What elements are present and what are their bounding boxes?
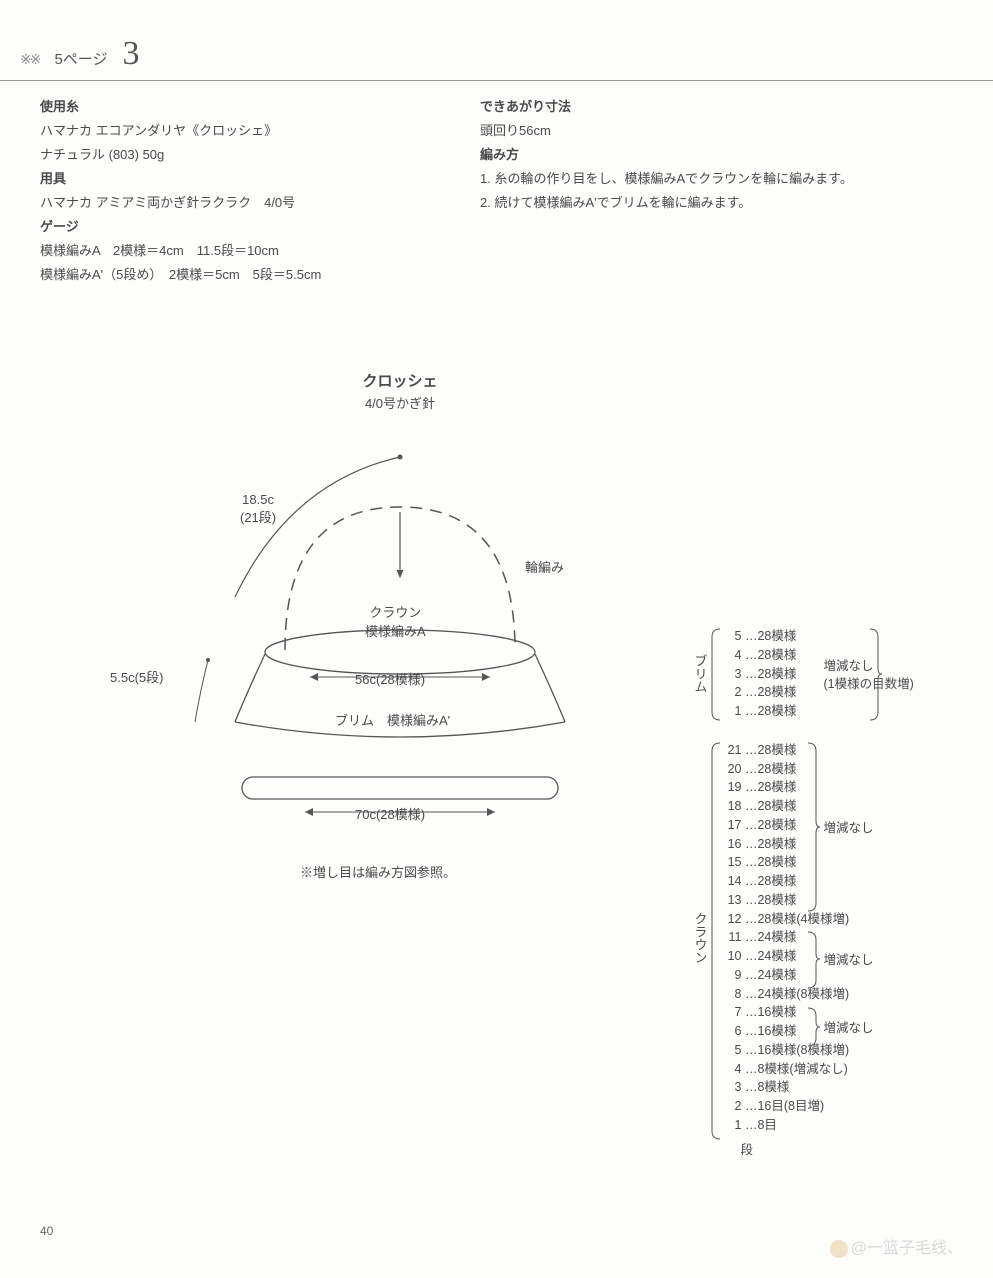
- label-waami: 輪編み: [525, 557, 564, 576]
- table-row: 4 …8模様(増減なし): [724, 1060, 850, 1079]
- diagram-title: クロッシェ: [140, 370, 660, 391]
- instructions-block: できあがり寸法 頭回り56cm 編み方 1. 糸の輪の作り目をし、模様編みAでク…: [480, 95, 853, 215]
- gauge-line: 模様編みA'（5段め） 2模様＝5cm 5段＝5.5cm: [40, 263, 321, 287]
- label-crown: クラウン模様編みA: [365, 602, 426, 640]
- table-row: 5 …28模様: [724, 627, 797, 646]
- gauge-heading: ゲージ: [40, 215, 321, 239]
- yarn-heading: 使用糸: [40, 95, 321, 119]
- crown-table: クラウン 21 …28模様20 …28模様19 …28模様18 …28模様17 …: [690, 741, 857, 1135]
- table-row: 19 …28模様: [724, 778, 850, 797]
- horizontal-rule: [0, 80, 993, 81]
- diagram-subtitle: 4/0号かぎ針: [140, 393, 660, 412]
- diagram-note: ※増し目は編み方図参照。: [300, 862, 456, 881]
- size-line: 頭回り56cm: [480, 119, 853, 143]
- table-row: 4 …28模様: [724, 646, 797, 665]
- table-row: 2 …16目(8目増): [724, 1097, 850, 1116]
- table-row: 20 …28模様: [724, 760, 850, 779]
- crown-note-3: 増減なし: [824, 1019, 874, 1038]
- brim-table: ブリム 5 …28模様4 …28模様3 …28模様2 …28模様1 …28模様 …: [690, 627, 857, 721]
- page-ref: 5ページ: [54, 48, 107, 69]
- table-row: 14 …28模様: [724, 872, 850, 891]
- page-number-footer: 40: [40, 1224, 53, 1238]
- label-5-5c: 5.5c(5段): [110, 667, 163, 686]
- size-heading: できあがり寸法: [480, 95, 853, 119]
- crown-note-2: 増減なし: [824, 951, 874, 970]
- label-18-5c: 18.5c(21段): [240, 492, 276, 526]
- tool-line: ハマナカ アミアミ両かぎ針ラクラク 4/0号: [40, 191, 321, 215]
- tool-heading: 用具: [40, 167, 321, 191]
- table-row: 2 …28模様: [724, 683, 797, 702]
- table-row: 11 …24模様: [724, 928, 850, 947]
- how-heading: 編み方: [480, 143, 853, 167]
- label-brim: ブリム 模様編みA': [335, 710, 450, 729]
- marker-icon: ※※: [20, 51, 39, 68]
- gauge-line: 模様編みA 2模様＝4cm 11.5段＝10cm: [40, 239, 321, 263]
- watermark: @一篮子毛线、: [830, 1234, 963, 1258]
- brim-note-2: (1模様の目数増): [824, 675, 914, 694]
- table-row: 1 …8目: [724, 1116, 850, 1135]
- dan-label: 段: [741, 1141, 754, 1160]
- yarn-line: ナチュラル (803) 50g: [40, 143, 321, 167]
- row-tables: ブリム 5 …28模様4 …28模様3 …28模様2 …28模様1 …28模様 …: [690, 627, 857, 1155]
- materials-block: 使用糸 ハマナカ エコアンダリヤ《クロッシェ》 ナチュラル (803) 50g …: [40, 95, 321, 287]
- table-row: 5 …16模様(8模様増): [724, 1041, 850, 1060]
- weibo-icon: [830, 1240, 848, 1258]
- table-row: 21 …28模様: [724, 741, 850, 760]
- label-70c: 70c(28模様): [355, 804, 425, 823]
- crown-note-1: 増減なし: [824, 819, 874, 838]
- page-header: ※※ 5ページ 3: [20, 35, 140, 73]
- table-row: 3 …28模様: [724, 665, 797, 684]
- table-row: 13 …28模様: [724, 891, 850, 910]
- table-row: 8 …24模様(8模様増): [724, 985, 850, 1004]
- table-row: 18 …28模様: [724, 797, 850, 816]
- how-step: 2. 続けて模様編みA'でブリムを輪に編みます。: [480, 191, 853, 215]
- brim-note-1: 増減なし: [824, 657, 874, 676]
- table-row: 1 …28模様: [724, 702, 797, 721]
- how-step: 1. 糸の輪の作り目をし、模様編みAでクラウンを輪に編みます。: [480, 167, 853, 191]
- hat-diagram: クロッシェ 4/0号かぎ針: [140, 370, 660, 882]
- label-56c: 56c(28模様): [355, 669, 425, 688]
- table-row: 12 …28模様(4模様増): [724, 910, 850, 929]
- table-row: 15 …28模様: [724, 853, 850, 872]
- yarn-line: ハマナカ エコアンダリヤ《クロッシェ》: [40, 119, 321, 143]
- table-row: 3 …8模様: [724, 1078, 850, 1097]
- page-number-large: 3: [123, 35, 140, 73]
